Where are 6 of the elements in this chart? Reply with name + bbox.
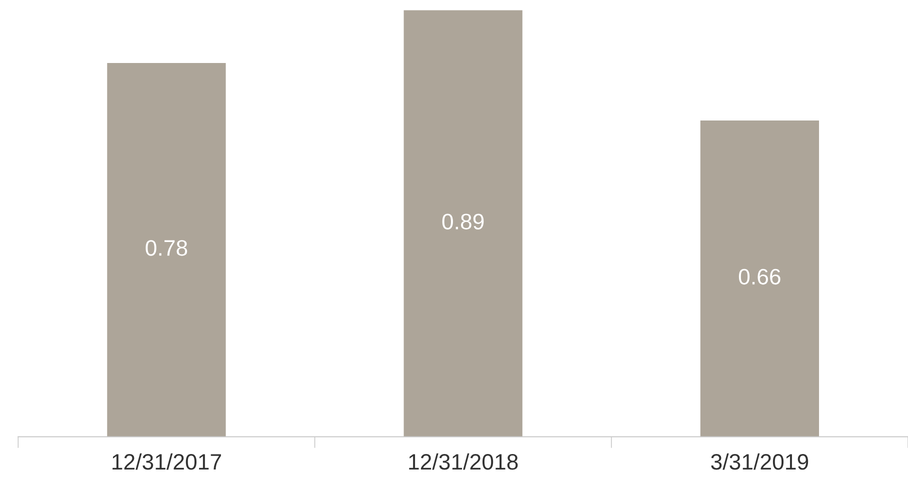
data-label: 0.78 bbox=[146, 240, 188, 256]
data-label: 0.89 bbox=[442, 214, 484, 230]
x-tick-label: 12/31/2017 bbox=[112, 453, 221, 470]
data-label: 0.66 bbox=[738, 268, 780, 285]
x-tick-label: 12/31/2018 bbox=[409, 453, 518, 470]
x-tick-label: 3/31/2019 bbox=[711, 453, 808, 470]
